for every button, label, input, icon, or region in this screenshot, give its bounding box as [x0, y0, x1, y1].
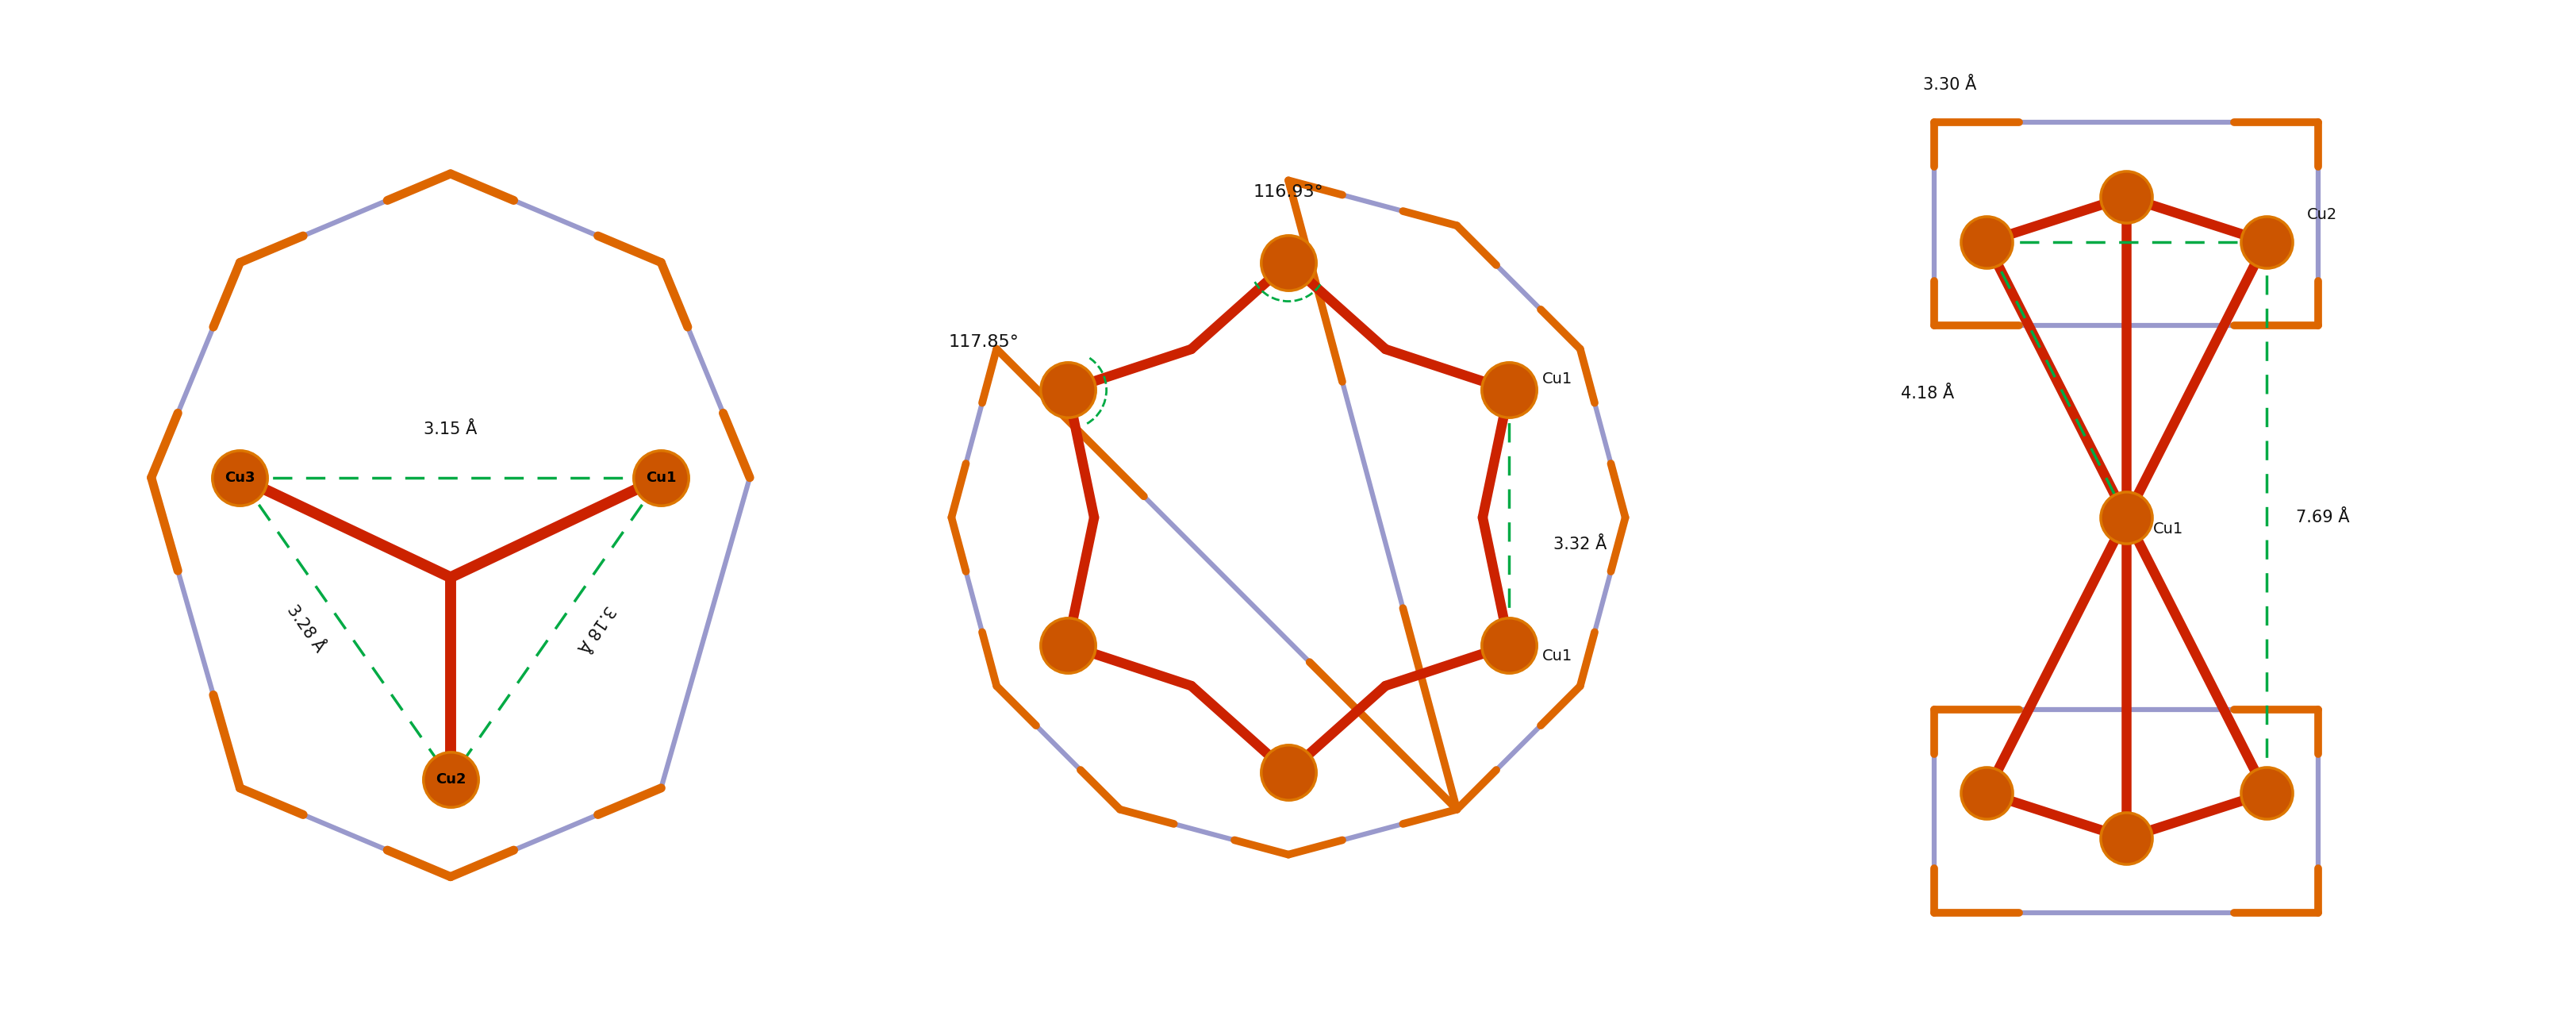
Text: Cu2: Cu2 — [435, 772, 466, 787]
Point — [219, 469, 260, 485]
Text: 3.32 Å: 3.32 Å — [1553, 536, 1607, 552]
Text: Cu2: Cu2 — [2306, 207, 2336, 223]
Text: 3.15 Å: 3.15 Å — [422, 422, 477, 438]
Point — [1046, 637, 1087, 653]
Text: Cu3: Cu3 — [224, 471, 255, 484]
Text: 3.18 Å: 3.18 Å — [574, 602, 618, 655]
Point — [1267, 764, 1309, 780]
Text: 117.85°: 117.85° — [948, 334, 1018, 350]
Text: Cu1: Cu1 — [647, 471, 675, 484]
Text: Cu1: Cu1 — [1543, 372, 1571, 386]
Text: 116.93°: 116.93° — [1252, 184, 1324, 201]
Point — [2105, 188, 2146, 205]
Point — [1489, 382, 1530, 398]
Point — [2244, 785, 2285, 801]
Text: 7.69 Å: 7.69 Å — [2295, 509, 2349, 526]
Point — [1046, 382, 1087, 398]
Text: 3.30 Å: 3.30 Å — [1922, 77, 1976, 93]
Point — [2244, 234, 2285, 250]
Point — [1267, 255, 1309, 271]
Text: 3.28 Å: 3.28 Å — [283, 602, 327, 655]
Point — [1965, 785, 2007, 801]
Text: 4.18 Å: 4.18 Å — [1901, 385, 1953, 402]
Point — [1489, 637, 1530, 653]
Text: Cu1: Cu1 — [1543, 649, 1571, 663]
Point — [641, 469, 683, 485]
Point — [2105, 830, 2146, 847]
Text: Cu1: Cu1 — [2154, 522, 2182, 536]
Point — [2105, 509, 2146, 526]
Point — [1965, 234, 2007, 250]
Point — [430, 771, 471, 788]
